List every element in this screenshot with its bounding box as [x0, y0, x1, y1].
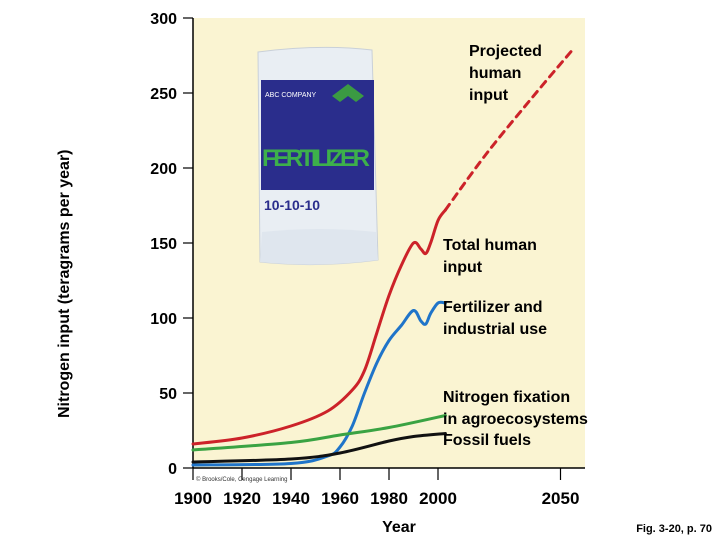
annotation-projected-1: Projected — [469, 43, 542, 60]
x-axis-label: Year — [382, 519, 416, 536]
annotation-projected-2: human — [469, 65, 521, 82]
y-tick-label: 100 — [150, 311, 177, 328]
bag-product-text: FERTILIZER — [262, 145, 370, 172]
bag-company-text: ABC COMPANY — [265, 92, 317, 99]
x-tick-label: 1920 — [223, 489, 261, 508]
series-line-nitrogen-fixation-in-agroecosystems — [191, 414, 447, 452]
figure-reference: Fig. 3-20, p. 70 — [636, 523, 712, 535]
x-tick-label: 1980 — [370, 489, 408, 508]
credit-text: © Brooks/Cole, Cengage Learning — [196, 476, 287, 483]
x-tick-label: 1900 — [174, 489, 212, 508]
annotation-fossil: Fossil fuels — [443, 432, 531, 449]
y-ticks: 0 50 100 150 200 250 300 — [150, 11, 193, 478]
y-axis-label: Nitrogen input (teragrams per year) — [56, 150, 73, 419]
annotation-fertilizer-2: industrial use — [443, 321, 547, 338]
series-line-projected-human-input — [443, 48, 575, 212]
bag-logo — [332, 84, 364, 102]
annotation-fixation-1: Nitrogen fixation — [443, 389, 570, 406]
y-tick-label: 200 — [150, 161, 177, 178]
annotation-fertilizer-1: Fertilizer and — [443, 299, 543, 316]
y-tick-label: 50 — [159, 386, 177, 403]
series-line-total-human-input — [191, 208, 447, 446]
x-tick-label: 1960 — [321, 489, 359, 508]
series-lines — [191, 48, 575, 467]
bag-top-band — [261, 80, 374, 130]
x-ticks: 1900 1920 1940 1960 1980 2000 2050 — [174, 468, 579, 508]
y-tick-label: 300 — [150, 11, 177, 28]
y-tick-label: 250 — [150, 86, 177, 103]
x-tick-label: 2050 — [542, 489, 580, 508]
annotation-total-2: input — [443, 259, 483, 276]
annotation-total-1: Total human — [443, 237, 537, 254]
x-tick-label: 2000 — [419, 489, 457, 508]
series-line-fossil-fuels — [191, 432, 447, 464]
fertilizer-bag-image: ABC COMPANY FERTILIZER 10-10-10 — [257, 46, 379, 266]
annotation-fixation-2: in agroecosystems — [443, 411, 588, 428]
y-tick-label: 0 — [168, 461, 177, 478]
bag-mid-band — [261, 130, 374, 190]
annotation-projected-3: input — [469, 87, 509, 104]
bag-bottom — [260, 229, 378, 265]
y-tick-label: 150 — [150, 236, 177, 253]
bag-formula-text: 10-10-10 — [264, 197, 320, 213]
x-tick-label: 1940 — [272, 489, 310, 508]
